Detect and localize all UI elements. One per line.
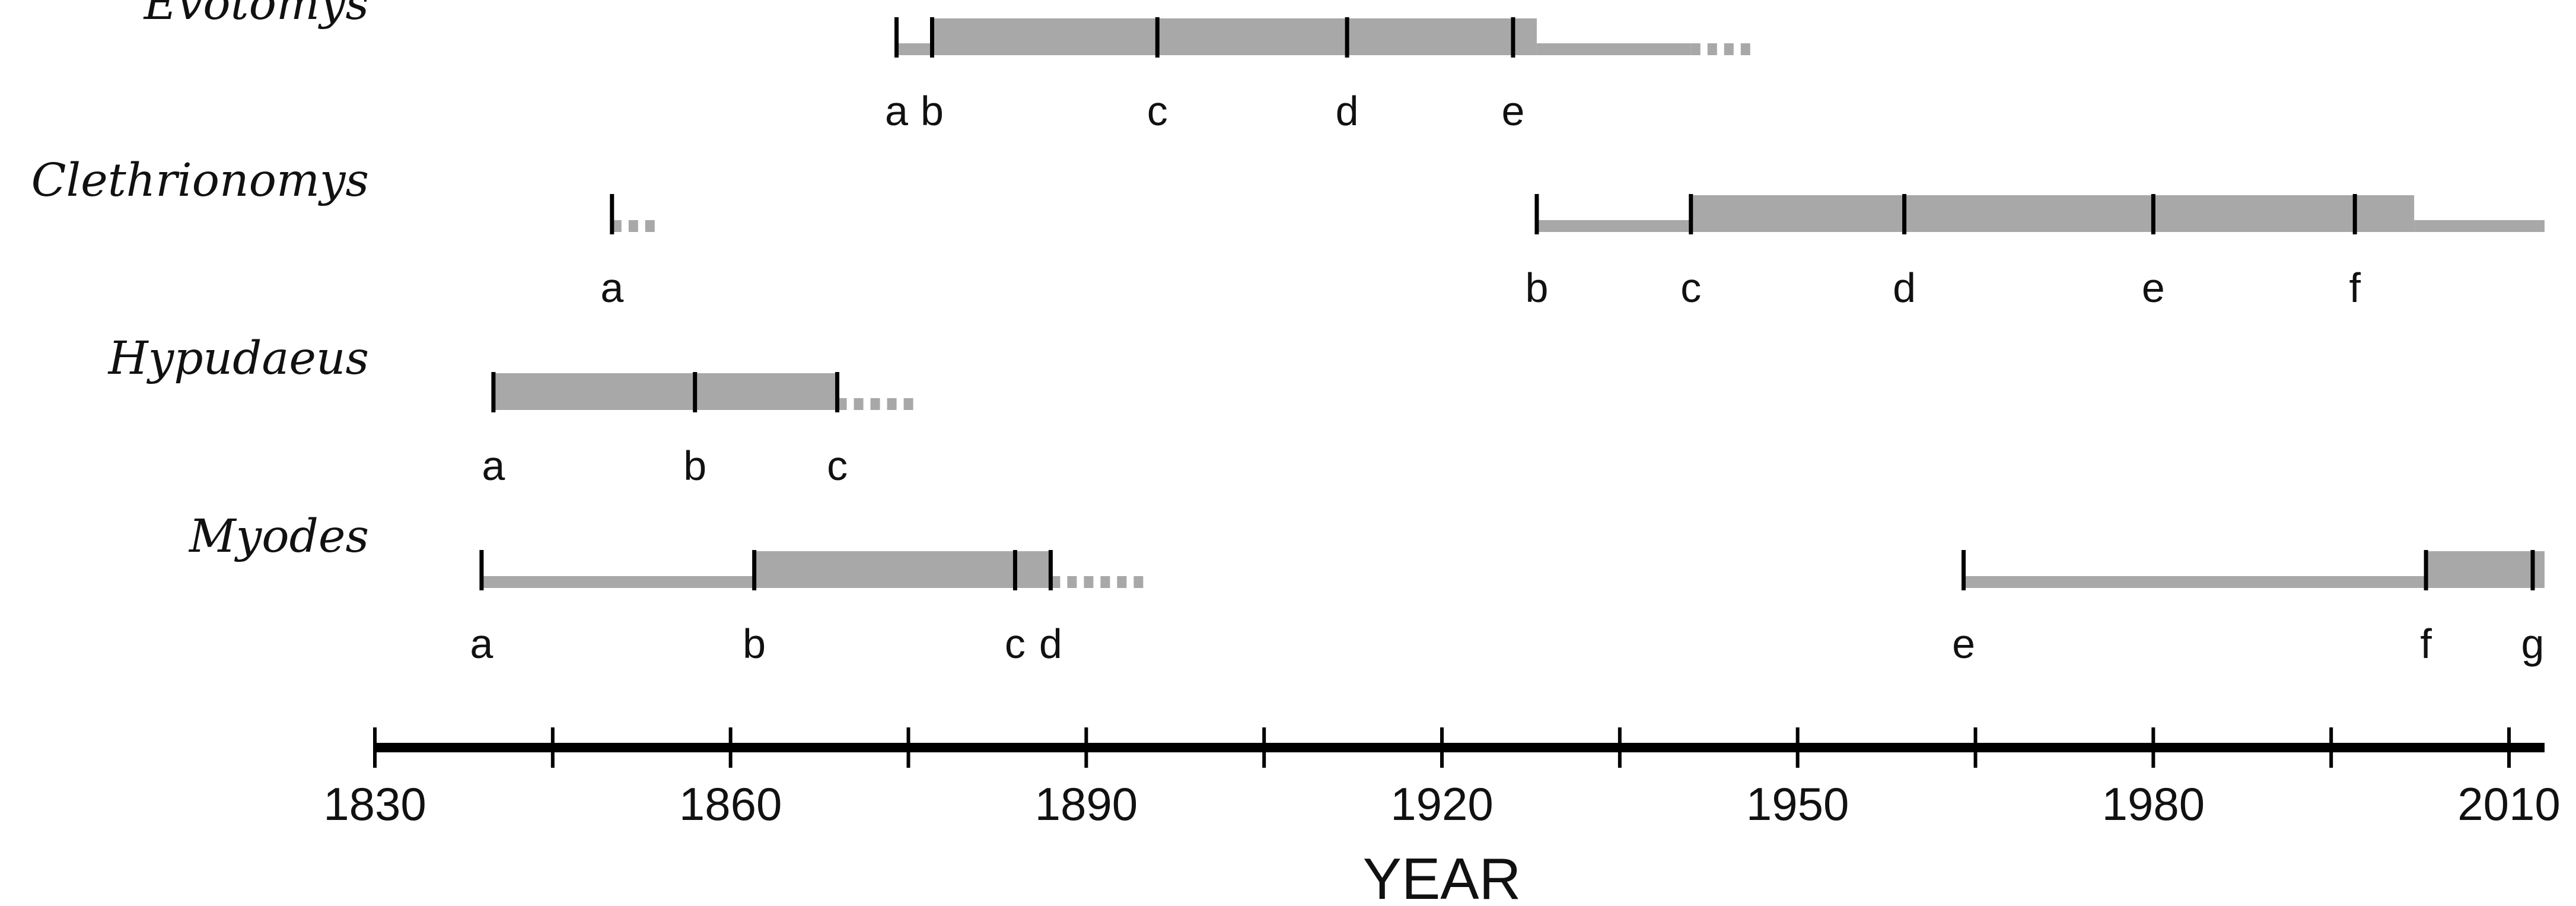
bar-segment-thin [481,576,754,588]
bar-segment-thin [896,43,932,55]
bar-segment-thick [493,373,838,410]
x-tick-label: 1980 [2102,778,2205,830]
event-label: d [1893,265,1916,311]
event-label: d [1336,88,1359,134]
row-evotomys: Evotomys a b c d e [143,0,1750,134]
bar-segment-thick [2426,551,2545,588]
row-clethrionomys: Clethrionomys a b c d e f [31,154,2545,311]
event-label: d [1039,621,1062,667]
event-label: a [470,621,493,667]
x-tick-label: 1950 [1746,778,1849,830]
x-tick-label: 1860 [679,778,782,830]
event-label: c [1005,621,1026,667]
event-label: e [1952,621,1975,667]
event-label: c [1680,265,1701,311]
bar-segment-thick [754,551,1051,588]
row-label: Myodes [188,510,369,563]
bar-segment-thin [2414,220,2545,232]
event-label: c [1147,88,1168,134]
event-label: f [2349,265,2361,311]
x-tick-label: 2010 [2457,778,2561,830]
event-label: f [2420,621,2432,667]
row-myodes: Myodes a b c d e f g [188,510,2545,667]
event-label: b [743,621,766,667]
event-label: e [2142,265,2165,311]
bar-segment-thick [932,18,1537,55]
event-label: a [600,265,623,311]
event-label: b [1525,265,1548,311]
x-axis: 1830 1860 1890 1920 1950 1980 2010 [323,727,2561,830]
x-tick-label: 1890 [1035,778,1138,830]
event-label: a [482,443,505,489]
event-label: e [1501,88,1524,134]
row-label: Hypudaeus [107,332,369,385]
x-tick-label: 1920 [1390,778,1494,830]
bar-segment-thin [1536,43,1691,55]
bar-segment-thick [1690,195,2415,232]
event-label: b [683,443,706,489]
row-label: Evotomys [143,0,369,30]
row-hypudaeus: Hypudaeus a b c [107,332,921,489]
bar-segment-thin [1963,576,2427,588]
x-axis-title: YEAR [1363,846,1521,906]
x-tick-label: 1830 [323,778,426,830]
bar-segment-thin [1536,220,1691,232]
event-label: c [827,443,848,489]
event-label: g [2521,621,2545,667]
event-label: b [921,88,944,134]
event-label: a [885,88,908,134]
row-label: Clethrionomys [31,154,369,207]
